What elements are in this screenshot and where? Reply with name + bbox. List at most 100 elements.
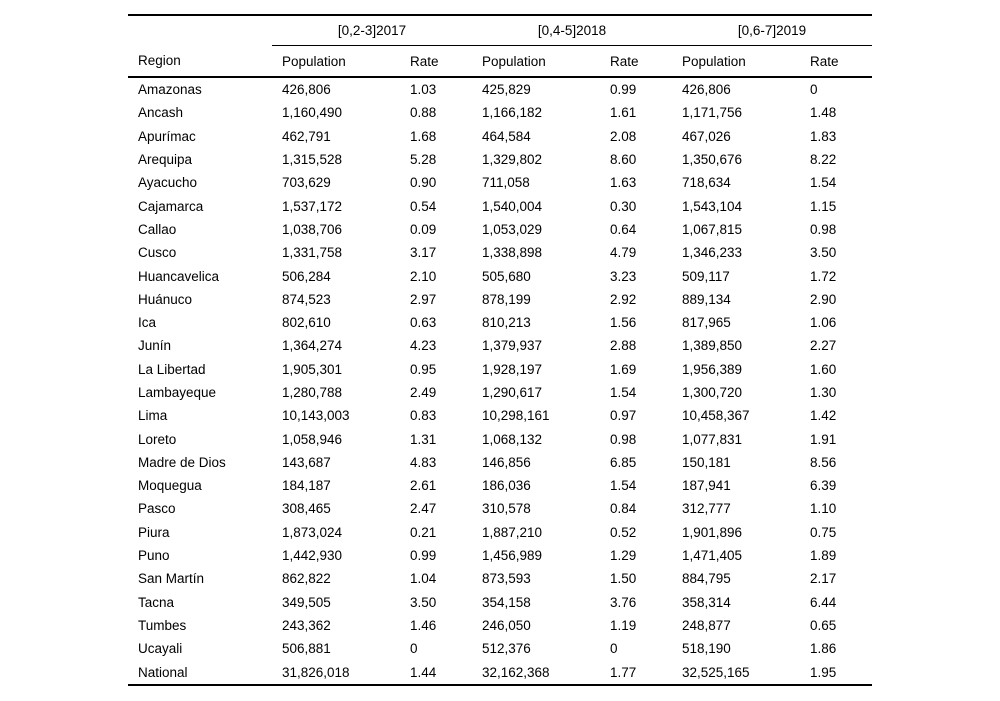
population-cell: 1,171,756 (682, 105, 743, 121)
region-cell: Junín (138, 338, 172, 354)
rate-cell: 0.95 (410, 361, 437, 377)
population-cell: 32,525,165 (682, 664, 750, 680)
population-cell: 1,456,989 (482, 548, 543, 564)
population-cell: 1,338,898 (482, 245, 543, 261)
rate-cell: 2.17 (810, 571, 837, 587)
region-cell: La Libertad (138, 361, 206, 377)
population-cell: 187,941 (682, 478, 731, 494)
rate-cell: 1.72 (810, 268, 837, 284)
rate-cell: 1.69 (610, 361, 637, 377)
table-row: Arequipa 1,315,528 5.28 1,329,802 8.60 1,350,… (128, 148, 872, 171)
rate-cell: 1.83 (810, 128, 837, 144)
region-cell: Loreto (138, 431, 177, 447)
population-cell: 1,077,831 (682, 431, 743, 447)
population-cell: 1,379,937 (482, 338, 543, 354)
table-row: Callao 1,038,706 0.09 1,053,029 0.64 1,067,81… (128, 218, 872, 241)
region-cell: Ucayali (138, 641, 183, 657)
population-cell: 506,284 (282, 268, 331, 284)
population-cell: 1,038,706 (282, 221, 343, 237)
spanner-2018: [0,4-5]2018 (472, 15, 672, 46)
rate-cell: 0.64 (610, 221, 637, 237)
population-cell: 246,050 (482, 617, 531, 633)
rate-cell: 0.99 (410, 548, 437, 564)
spanner-2019: [0,6-7]2019 (672, 15, 872, 46)
rate-cell: 2.47 (410, 501, 437, 517)
table-row: Huancavelica 506,284 2.10 505,680 3.23 509,11… (128, 264, 872, 287)
population-cell: 1,537,172 (282, 198, 343, 214)
table-row: Piura 1,873,024 0.21 1,887,210 0.52 1,901,896… (128, 521, 872, 544)
rate-cell: 2.90 (810, 291, 837, 307)
population-cell: 889,134 (682, 291, 731, 307)
population-rate-table-container: [0,2-3]2017 [0,4-5]2018 [0,6-7]2019 Regi… (128, 14, 872, 686)
rate-cell: 2.10 (410, 268, 437, 284)
population-cell: 1,471,405 (682, 548, 743, 564)
population-cell: 358,314 (682, 594, 731, 610)
table-row: Ayacucho 703,629 0.90 711,058 1.63 718,634 1.5… (128, 171, 872, 194)
population-cell: 1,540,004 (482, 198, 543, 214)
population-cell: 509,117 (682, 268, 730, 284)
region-column-header: Region (128, 45, 272, 78)
table-row: National 31,826,018 1.44 32,162,368 1.77 32,5… (128, 660, 872, 684)
table-row: Amazonas 426,806 1.03 425,829 0.99 426,806 0 (128, 77, 872, 101)
population-cell: 1,346,233 (682, 245, 743, 261)
table-row: Huánuco 874,523 2.97 878,199 2.92 889,134 2.90 (128, 288, 872, 311)
region-cell: Apurímac (138, 128, 196, 144)
rate-cell: 0.84 (610, 501, 637, 517)
rate-cell: 8.60 (610, 152, 637, 168)
rate-2018-column-header: Rate (600, 45, 672, 78)
rate-cell: 1.46 (410, 617, 437, 633)
population-2017-column-header: Population (272, 45, 400, 78)
population-cell: 426,806 (682, 82, 731, 98)
population-cell: 718,634 (682, 175, 731, 191)
rate-cell: 6.44 (810, 594, 837, 610)
rate-cell: 1.48 (810, 105, 837, 121)
population-cell: 1,543,104 (682, 198, 743, 214)
population-cell: 1,329,802 (482, 152, 543, 168)
rate-cell: 0.52 (610, 524, 637, 540)
population-cell: 1,905,301 (282, 361, 343, 377)
rate-cell: 3.50 (410, 594, 437, 610)
region-cell: Madre de Dios (138, 454, 226, 470)
population-cell: 308,465 (282, 501, 331, 517)
region-cell: Huánuco (138, 291, 193, 307)
table-row: Lambayeque 1,280,788 2.49 1,290,617 1.54 1,30… (128, 381, 872, 404)
population-cell: 464,584 (482, 128, 531, 144)
rate-cell: 0.54 (410, 198, 437, 214)
population-cell: 1,053,029 (482, 221, 543, 237)
table-row: Tacna 349,505 3.50 354,158 3.76 358,314 6.44 (128, 591, 872, 614)
rate-cell: 2.92 (610, 291, 637, 307)
population-cell: 1,364,274 (282, 338, 343, 354)
rate-cell: 1.19 (610, 617, 637, 633)
rate-cell: 0.97 (610, 408, 637, 424)
population-cell: 1,315,528 (282, 152, 343, 168)
rate-cell: 3.23 (610, 268, 637, 284)
region-cell: Puno (138, 548, 170, 564)
table-row: Junín 1,364,274 4.23 1,379,937 2.88 1,389,850… (128, 334, 872, 357)
population-cell: 505,680 (482, 268, 531, 284)
rate-cell: 1.30 (810, 385, 837, 400)
rate-cell: 2.49 (410, 385, 437, 400)
rate-cell: 0.88 (410, 105, 437, 121)
rate-cell: 1.91 (810, 431, 837, 447)
rate-cell: 1.56 (610, 315, 637, 331)
population-cell: 32,162,368 (482, 664, 550, 680)
rate-cell: 3.76 (610, 594, 637, 610)
spanner-empty-cell (128, 15, 272, 46)
rate-cell: 0.21 (410, 524, 437, 540)
population-cell: 310,578 (482, 501, 531, 517)
population-cell: 802,610 (282, 315, 331, 331)
rate-cell: 0.90 (410, 175, 437, 191)
region-cell: Pasco (138, 501, 176, 517)
population-cell: 349,505 (282, 594, 331, 610)
population-cell: 873,593 (482, 571, 531, 587)
rate-cell: 0.75 (810, 524, 837, 540)
rate-cell: 0 (810, 82, 818, 98)
table-header: [0,2-3]2017 [0,4-5]2018 [0,6-7]2019 Regi… (128, 15, 872, 78)
region-cell: Tumbes (138, 617, 187, 633)
rate-cell: 8.22 (810, 152, 837, 168)
rate-cell: 0 (410, 641, 418, 657)
rate-cell: 1.31 (410, 431, 437, 447)
population-cell: 10,458,367 (682, 408, 750, 424)
population-cell: 312,777 (682, 501, 731, 517)
region-cell: Ayacucho (138, 175, 198, 191)
